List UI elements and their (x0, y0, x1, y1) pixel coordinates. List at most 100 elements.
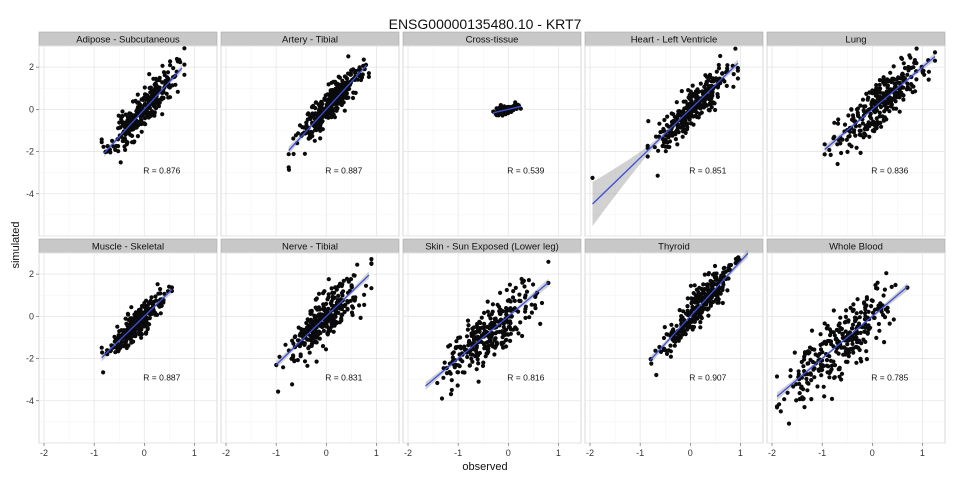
data-point (113, 147, 118, 152)
points-whole-blood (774, 271, 910, 426)
data-point (849, 107, 854, 112)
panel-adipose-subcutaneous: Adipose - Subcutaneous R = 0.876 -4 -2 0 2 (26, 31, 218, 237)
data-point (327, 109, 332, 114)
data-point (124, 129, 130, 134)
data-point (509, 314, 514, 319)
data-point (725, 63, 730, 68)
data-point (680, 332, 685, 337)
data-point (668, 343, 673, 348)
data-point (836, 323, 841, 328)
data-point (101, 370, 106, 375)
data-point (725, 66, 730, 71)
data-point (727, 267, 733, 272)
data-point (471, 337, 477, 342)
data-point (311, 336, 316, 341)
data-point (291, 136, 296, 141)
data-point (794, 382, 799, 387)
data-point (316, 312, 321, 317)
data-point (715, 94, 721, 99)
data-point (121, 328, 126, 333)
strip-label-cross-tissue: Cross-tissue (466, 35, 519, 46)
data-point (882, 102, 888, 107)
data-point (829, 396, 835, 401)
data-point (874, 335, 879, 340)
data-point (343, 302, 348, 307)
data-point (488, 325, 493, 330)
data-point (882, 315, 888, 320)
data-point (816, 368, 822, 373)
data-point (346, 54, 351, 59)
data-point (718, 53, 723, 59)
data-point (320, 344, 326, 349)
data-point (306, 337, 311, 342)
data-point (689, 121, 694, 126)
data-point (508, 299, 513, 304)
data-point (482, 342, 487, 347)
data-point (683, 332, 688, 337)
data-point (492, 352, 497, 357)
data-point (453, 345, 458, 350)
data-point (338, 87, 343, 92)
data-point (847, 142, 852, 147)
data-point (316, 329, 321, 334)
data-point (339, 316, 344, 321)
data-point (867, 124, 872, 129)
data-point (667, 139, 673, 144)
data-point (839, 150, 844, 156)
data-point (296, 325, 301, 330)
data-point (305, 325, 310, 330)
data-point (308, 333, 313, 338)
data-point (322, 289, 327, 294)
data-point (869, 304, 874, 309)
data-point (706, 107, 711, 113)
data-point (866, 309, 871, 314)
data-point (832, 363, 838, 368)
data-point (447, 369, 452, 375)
data-point (863, 339, 868, 344)
regression-line (649, 252, 749, 361)
data-point (696, 115, 701, 120)
data-point (818, 332, 823, 337)
data-point (891, 64, 896, 69)
data-point (128, 316, 133, 321)
data-point (171, 66, 176, 71)
data-point (825, 338, 830, 344)
data-point (115, 344, 120, 349)
data-point (325, 307, 331, 312)
data-point (661, 335, 667, 341)
plot-area-thyroid (584, 252, 764, 444)
x-tick-label: 0 (506, 448, 511, 458)
data-point (325, 297, 330, 302)
data-point (128, 116, 133, 121)
data-point (680, 315, 685, 320)
data-point (522, 295, 528, 300)
data-point (333, 308, 338, 313)
data-point (850, 322, 856, 327)
data-point (311, 330, 316, 335)
data-point (501, 321, 506, 326)
data-point (160, 80, 165, 85)
data-point (152, 311, 157, 316)
data-point (786, 421, 792, 426)
data-point (340, 96, 345, 102)
data-point (518, 298, 523, 304)
data-point (485, 299, 490, 304)
data-point (142, 116, 148, 121)
data-point (701, 287, 707, 292)
data-point (676, 109, 681, 114)
data-point (302, 342, 307, 347)
data-point (355, 77, 360, 82)
data-point (720, 287, 725, 293)
data-point (849, 326, 855, 331)
data-point (875, 119, 880, 124)
data-point (533, 294, 538, 299)
data-point (855, 106, 861, 111)
data-point (473, 329, 478, 335)
data-point (511, 289, 516, 294)
points-thyroid (648, 255, 742, 378)
data-point (721, 282, 726, 287)
data-point (863, 329, 868, 334)
panel-nerve-tibial: Nerve - Tibial R = 0.831 -2 -1 0 1 (220, 238, 400, 458)
data-point (843, 352, 848, 357)
data-point (300, 125, 305, 130)
